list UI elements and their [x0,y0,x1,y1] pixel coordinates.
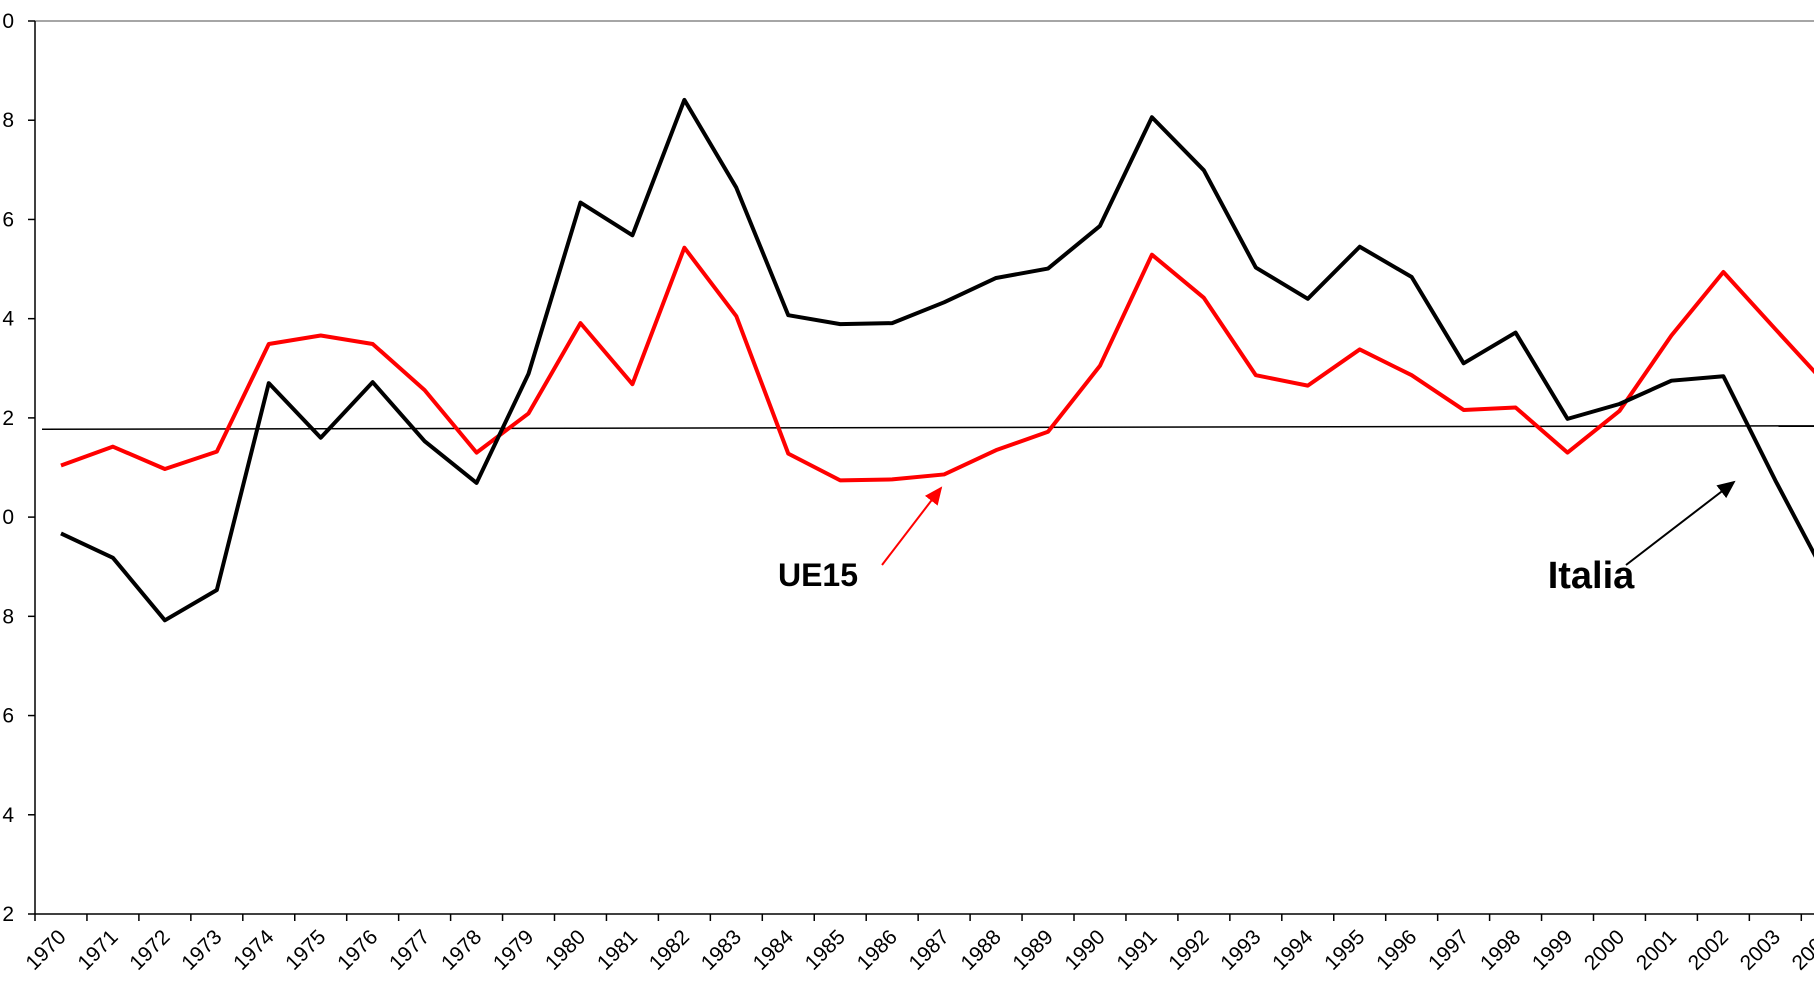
y-tick-label: 8 [2,109,14,132]
x-tick-label: 2002 [1684,925,1733,974]
x-tick-label: 1989 [1008,925,1057,974]
x-tick-label: 2004 [1788,925,1814,975]
x-tick-label: 1995 [1320,925,1369,974]
x-tick-label: 1982 [645,925,694,974]
x-tick-label: 1991 [1112,925,1161,974]
x-tick-label: 1970 [21,925,70,974]
reference-line [41,425,1814,431]
x-tick-label: 1980 [541,925,590,974]
annotation-arrow [1625,480,1736,566]
x-tick-label: 1986 [853,925,902,974]
x-tick-label: 1998 [1476,925,1525,974]
x-tick-label: 2003 [1736,925,1785,974]
x-tick-label: 1994 [1268,925,1318,975]
legend-label: Italia [1548,555,1635,597]
y-tick-label: 2 [2,407,14,430]
x-tick-label: 1997 [1424,925,1473,974]
x-tick-label: 1979 [489,925,538,974]
y-tick-label: 4 [2,804,14,827]
x-tick-label: 1983 [697,925,746,974]
x-tick-label: 1993 [1216,925,1265,974]
x-tick-label: 1990 [1060,925,1109,974]
x-tick-label: 1977 [385,925,434,974]
annotation-arrow [881,486,943,566]
y-tick-label: 8 [2,605,14,628]
series-line [60,97,1814,623]
x-tick-label: 1974 [229,925,279,975]
y-tick-label: 4 [2,308,14,331]
x-tick-label: 1978 [437,925,486,974]
y-tick-label: 6 [2,208,14,231]
y-tick-label: 6 [2,705,14,728]
x-tick-label: 1987 [905,925,954,974]
plot: 1970 1971 1972 1973 1974 1975 1976 1977 1978 1979… [21,97,1814,975]
x-tick-label: 1981 [593,925,642,974]
legend-label: UE15 [778,557,858,593]
x-tick-label: 1973 [177,925,226,974]
x-tick-label: 2001 [1632,925,1681,974]
x-tick-label: 2000 [1580,925,1629,974]
x-tick-label: 1971 [73,925,122,974]
x-tick-label: 1975 [281,925,330,974]
x-tick-label: 1999 [1528,925,1577,974]
x-tick-label: 1992 [1164,925,1213,974]
x-tick-label: 1972 [125,925,174,974]
y-tick-label: 0 [2,10,14,33]
y-tick-label: 0 [2,506,14,529]
y-tick-label: 2 [2,903,14,926]
series-line [60,245,1814,483]
x-tick-label: 1988 [956,925,1005,974]
x-tick-label: 1985 [801,925,850,974]
x-tick-label: 1984 [749,925,799,975]
x-tick-label: 1996 [1372,925,1421,974]
x-tick-label: 1976 [333,925,382,974]
